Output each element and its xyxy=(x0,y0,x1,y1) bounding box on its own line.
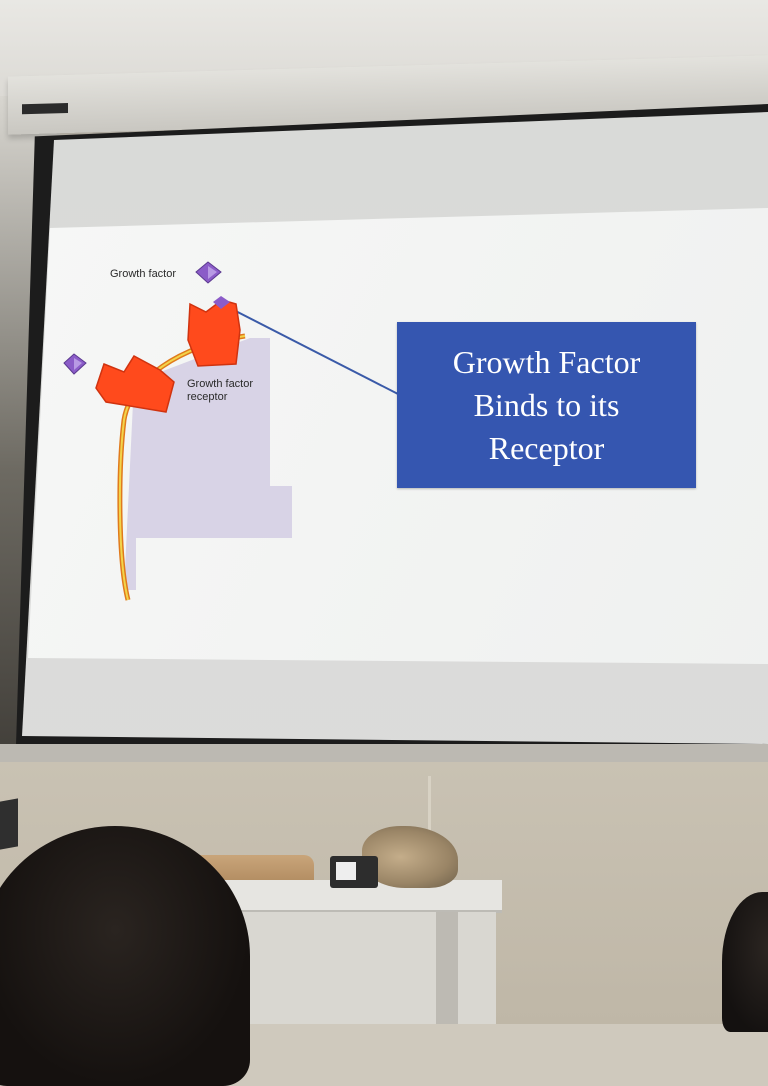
projector-device xyxy=(330,856,378,888)
diagram-layer xyxy=(63,261,399,601)
growth-factor-diamond-left-highlight xyxy=(74,358,82,370)
cell-membrane-inner xyxy=(118,335,246,601)
callout-line2: Binds to its xyxy=(473,386,620,423)
lecture-desk-leg xyxy=(436,912,458,1024)
callout-line1: Growth Factor xyxy=(452,343,641,380)
growth-factor-diamond-top-highlight xyxy=(208,266,217,279)
pointer-line xyxy=(217,301,399,395)
screen-bottom-bar xyxy=(0,744,768,762)
callout-box: Growth Factor Binds to its Receptor xyxy=(397,322,696,488)
receptor-label-line1: Growth factor xyxy=(187,378,254,390)
laptop-edge xyxy=(0,798,18,850)
growth-factor-bound-diamond xyxy=(213,296,230,309)
receptor-label-line2: receptor xyxy=(187,391,228,403)
receptor-unbound xyxy=(95,355,175,413)
callout-line3: Receptor xyxy=(488,429,605,466)
paper-bag xyxy=(362,826,458,888)
growth-factor-label: Growth factor xyxy=(110,268,177,280)
receptor-bound xyxy=(187,299,241,367)
